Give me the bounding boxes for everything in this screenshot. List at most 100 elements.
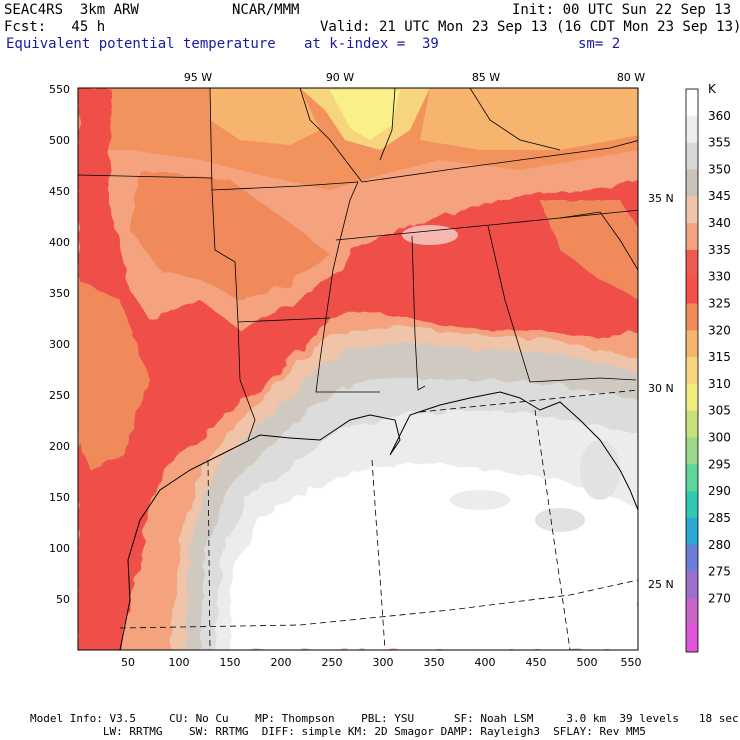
colorbar-swatch xyxy=(686,276,698,304)
level-label: at k-index = 39 xyxy=(304,36,439,52)
gulf-coastline xyxy=(119,391,638,650)
org-label: NCAR/MMM xyxy=(232,2,300,18)
colorbar-swatch xyxy=(686,89,698,117)
lon-label: 90 W xyxy=(326,71,354,84)
y-tick: 400 xyxy=(49,236,70,249)
lon-label: 85 W xyxy=(472,71,500,84)
band-salmon-east xyxy=(540,200,638,299)
colorbar-swatch xyxy=(686,517,698,546)
colorbar-swatch xyxy=(686,598,698,626)
colorbar-swatch xyxy=(686,223,698,251)
lon-label: 95 W xyxy=(184,71,212,84)
colorbar-label: 360 xyxy=(708,109,731,123)
tennessee-south-border xyxy=(335,209,638,241)
oklahoma-texas-border xyxy=(211,189,331,323)
lat-label: 25 N xyxy=(648,578,674,591)
map-frame xyxy=(77,87,639,651)
colorbar-swatch xyxy=(686,169,698,197)
x-tick: 550 xyxy=(621,656,642,669)
mississippi-alabama-border xyxy=(411,235,426,391)
alabama-georgia-border xyxy=(487,225,637,383)
meridian-95w xyxy=(207,459,211,650)
band-north-tan xyxy=(210,88,320,145)
colorbar-swatch xyxy=(686,249,698,277)
field-name: Equivalent potential temperature xyxy=(6,36,276,52)
colorbar-label: 270 xyxy=(708,591,731,605)
band-white xyxy=(230,462,638,650)
model-info-line1: Model Info: V3.5 CU: No Cu MP: Thompson … xyxy=(30,712,739,725)
parallel-25n xyxy=(119,579,638,629)
kentucky-tennessee-border xyxy=(361,140,638,183)
colorbar-label: 280 xyxy=(708,538,731,552)
colorbar-label: 275 xyxy=(708,565,731,579)
model-info-line2: LW: RRTMG SW: RRTMG DIFF: simple KM: 2D … xyxy=(30,725,646,738)
x-tick: 300 xyxy=(373,656,394,669)
colorbar-swatch xyxy=(686,571,698,599)
colorbar-label: 300 xyxy=(708,431,731,445)
lat-labels: 35 N 30 N 25 N xyxy=(648,192,674,591)
colorbar-label: 325 xyxy=(708,296,731,310)
y-tick: 250 xyxy=(49,389,70,402)
y-tick: 450 xyxy=(49,185,70,198)
colorbar-label: 330 xyxy=(708,270,731,284)
oklahoma-north-border xyxy=(78,174,213,179)
lat-label: 35 N xyxy=(648,192,674,205)
band-red-core xyxy=(78,88,638,650)
x-tick: 500 xyxy=(577,656,598,669)
colorbar-label: 285 xyxy=(708,511,731,525)
x-tick: 150 xyxy=(220,656,241,669)
y-tick: 100 xyxy=(49,542,70,555)
colorbar-swatch xyxy=(686,437,698,465)
y-tick-labels: 550 500 450 400 350 300 250 200 150 100 … xyxy=(49,83,70,606)
colorbar-label: 295 xyxy=(708,457,731,471)
x-tick: 350 xyxy=(424,656,445,669)
meridian-85w xyxy=(534,409,571,650)
colorbar-frame xyxy=(685,88,699,653)
colorbar-swatch xyxy=(686,142,698,170)
x-tick: 100 xyxy=(169,656,190,669)
band-salmon-texas xyxy=(78,280,150,470)
y-tick: 500 xyxy=(49,134,70,147)
colorbar-label: 310 xyxy=(708,377,731,391)
colorbar: K 360 355 350 345 340 335 330 325 320 315 310 305 30… xyxy=(685,82,731,653)
colorbar-unit: K xyxy=(708,82,717,96)
mississippi-river xyxy=(315,181,380,393)
latlon-grid xyxy=(119,389,638,650)
colorbar-swatch xyxy=(686,544,698,572)
texas-louisiana-border xyxy=(237,321,256,441)
y-tick: 150 xyxy=(49,491,70,504)
lon-labels: 95 W 90 W 85 W 80 W xyxy=(184,71,645,84)
x-tick: 200 xyxy=(271,656,292,669)
ohio-river xyxy=(469,88,561,151)
colorbar-swatch xyxy=(686,115,698,143)
colorbar-swatch xyxy=(686,383,698,412)
x-tick: 50 xyxy=(121,656,135,669)
kansas-oklahoma-border xyxy=(209,88,359,191)
colorbar-label: 335 xyxy=(708,243,731,257)
colorbar-label: 355 xyxy=(708,136,731,150)
colorbar-swatch xyxy=(686,625,698,653)
lon-label: 80 W xyxy=(617,71,645,84)
colorbar-swatch xyxy=(686,330,698,358)
colorbar-swatch xyxy=(686,196,698,224)
y-tick: 200 xyxy=(49,440,70,453)
band-salmon-west xyxy=(130,170,330,300)
map-figure: 95 W 90 W 85 W 80 W 35 N 30 N 25 N 550 5… xyxy=(49,71,731,669)
x-tick: 450 xyxy=(526,656,547,669)
band-north-lightyellow xyxy=(330,90,400,140)
colorbar-label: 340 xyxy=(708,216,731,230)
colorbar-label: 345 xyxy=(708,189,731,203)
colorbar-swatch xyxy=(686,491,698,519)
colorbar-label: 320 xyxy=(708,323,731,337)
valid-time: Valid: 21 UTC Mon 23 Sep 13 (16 CDT Mon … xyxy=(320,19,740,35)
theta-e-field xyxy=(78,88,638,650)
lat-label: 30 N xyxy=(648,382,674,395)
missouri-river xyxy=(299,88,363,183)
band-northeast-tan xyxy=(420,88,638,150)
inland-blotch xyxy=(402,225,458,245)
colorbar-label: 305 xyxy=(708,404,731,418)
state-boundaries xyxy=(78,88,638,441)
x-tick-labels: 50 100 150 200 250 300 350 400 450 500 5… xyxy=(121,656,642,669)
colorbar-swatch xyxy=(686,357,698,385)
colorbar-label: 290 xyxy=(708,484,731,498)
